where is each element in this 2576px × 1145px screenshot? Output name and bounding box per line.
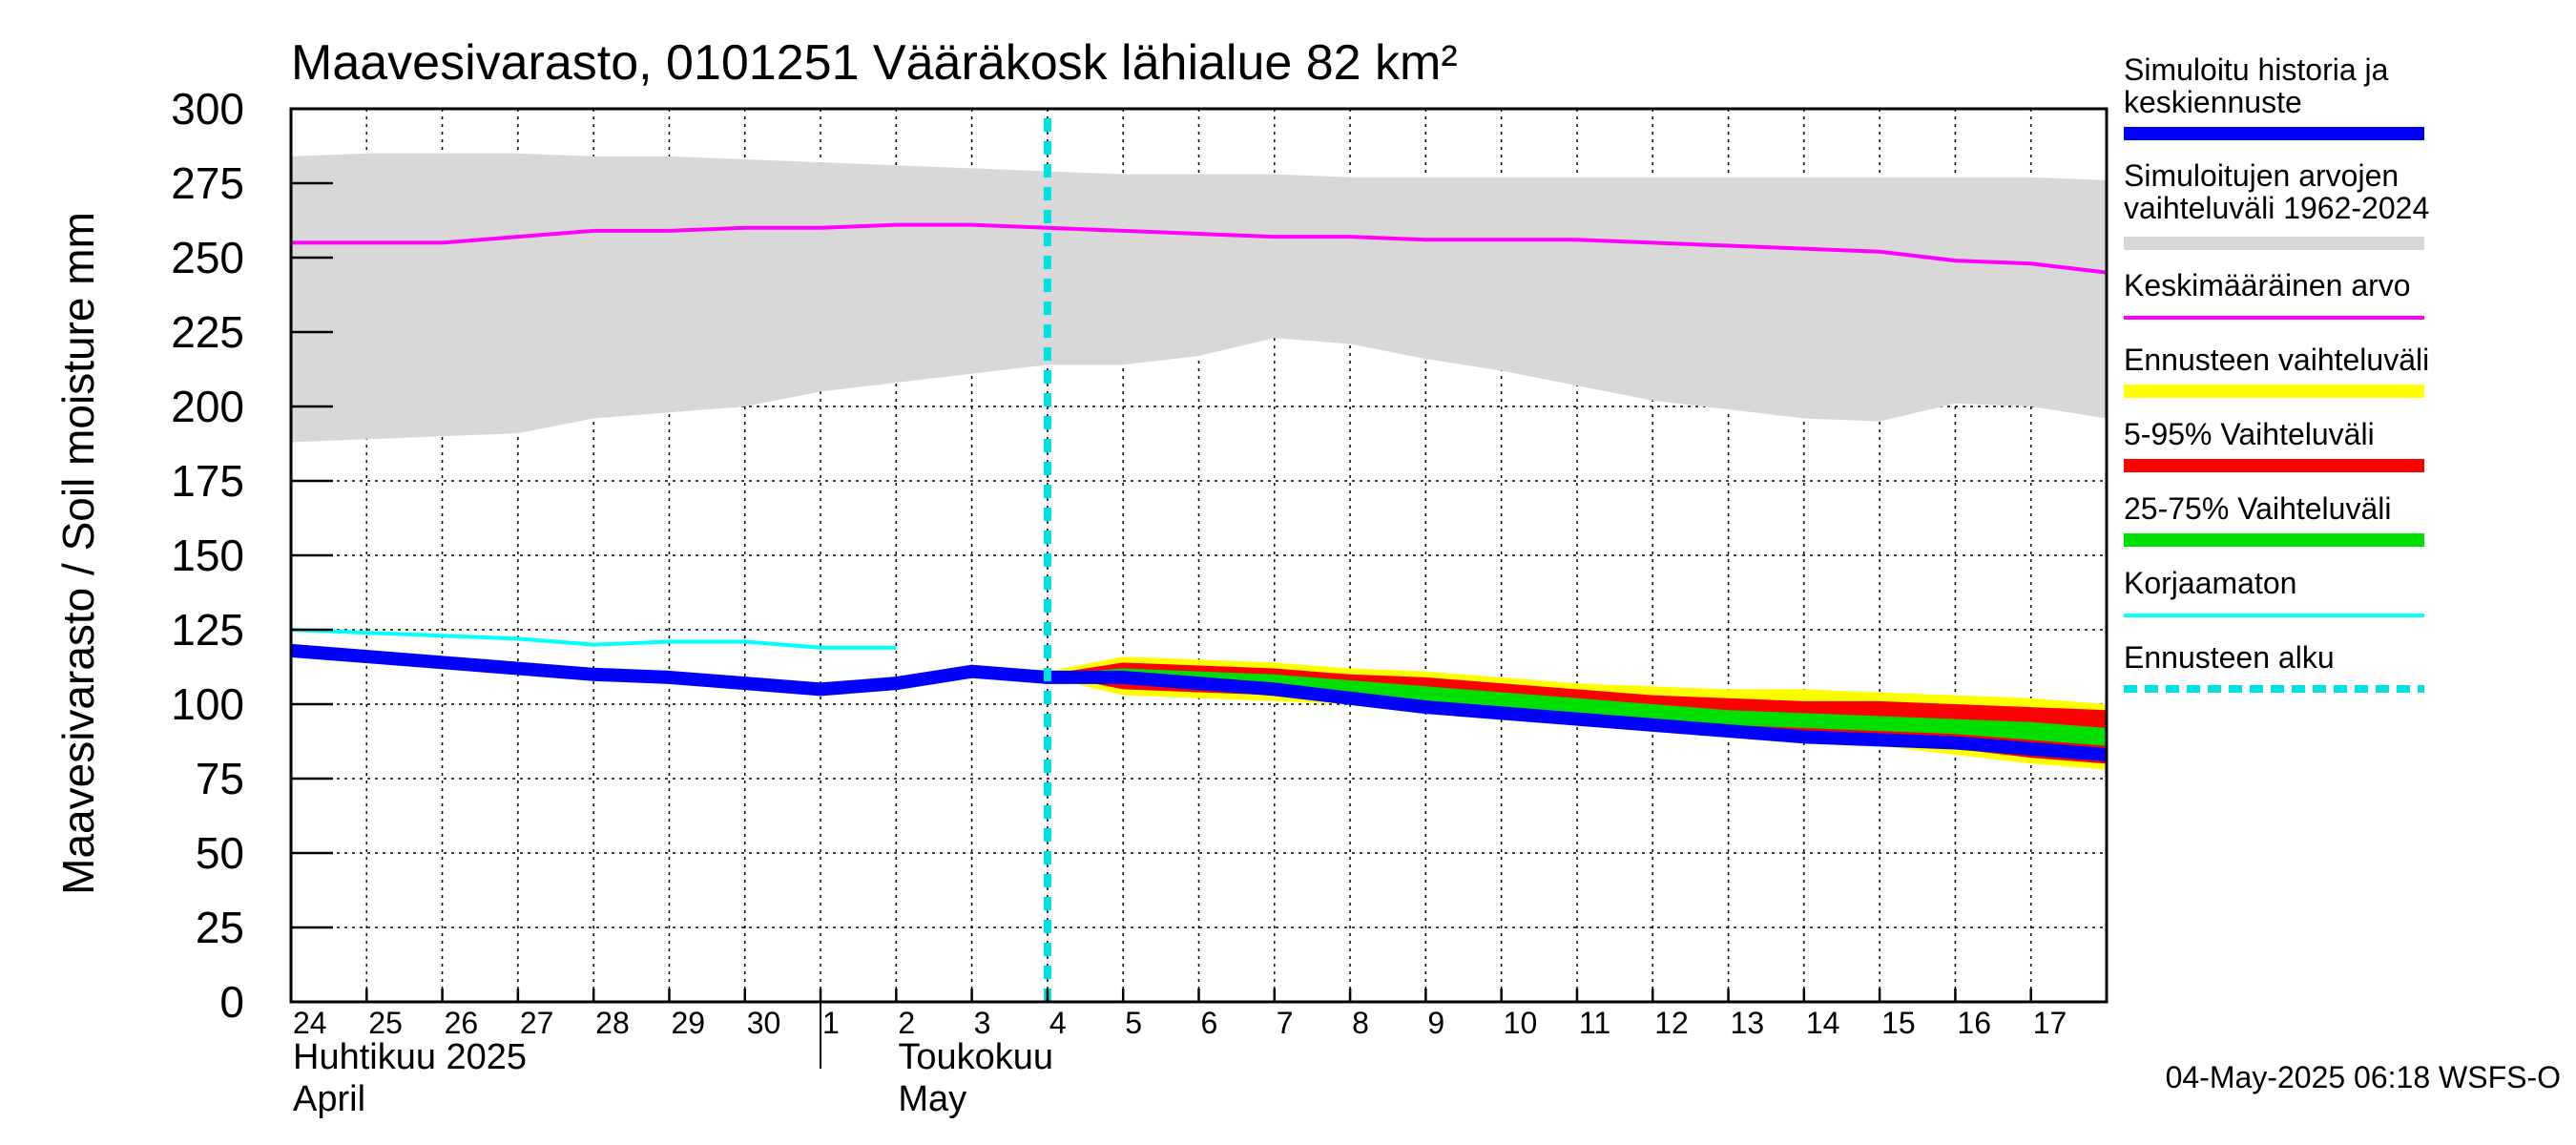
month-label-en: May [898,1079,966,1119]
legend: Simuloitu historia ja keskiennuste Simuloi… [2124,52,2429,693]
y-tick-label: 75 [196,754,244,803]
historical-range-band [291,153,2107,443]
x-axis: 24 25 26 27 28 29 30 1 2 3 4 5 6 7 8 9 10 11 12 13 14 15 16 17H… [289,989,2109,1119]
x-tick-label: 13 [1731,1006,1765,1040]
y-tick-label: 225 [171,307,244,357]
legend-label-p5-95: 5-95% Vaihteluväli [2124,417,2375,451]
x-tick-label: 25 [368,1006,403,1040]
y-tick-label: 200 [171,382,244,431]
x-tick-label: 4 [1049,1006,1067,1040]
y-tick-label: 0 [219,977,244,1027]
legend-label-range: Simuloitujen arvojen vaihteluväli 1962-20… [2124,158,2429,225]
month-label-fi: Toukokuu [898,1037,1053,1077]
x-tick-label: 12 [1654,1006,1689,1040]
x-tick-label: 29 [671,1006,705,1040]
x-tick-label: 3 [974,1006,991,1040]
y-tick-label: 300 [171,84,244,134]
y-tick-label: 275 [171,158,244,208]
x-tick-label: 27 [520,1006,554,1040]
uncorrected-line [290,628,897,650]
y-tick-label: 125 [171,605,244,655]
y-tick-label: 25 [196,903,244,952]
y-tick-label: 150 [171,531,244,580]
y-tick-label: 175 [171,456,244,506]
x-tick-label: 7 [1277,1006,1294,1040]
legend-label-p25-75: 25-75% Vaihteluväli [2124,491,2391,526]
x-tick-label: 1 [822,1006,840,1040]
x-tick-label: 16 [1957,1006,1991,1040]
x-tick-label: 14 [1806,1006,1840,1040]
month-label-fi: Huhtikuu 2025 [293,1037,527,1077]
y-tick-label: 250 [171,233,244,282]
legend-label-forecast-range: Ennusteen vaihteluväli [2124,343,2429,377]
month-label-en: April [293,1079,365,1119]
x-tick-label: 11 [1579,1006,1610,1040]
mean-line [291,222,2108,275]
x-tick-label: 6 [1201,1006,1218,1040]
series-lines [290,109,2108,1002]
x-tick-label: 28 [595,1006,630,1040]
legend-label-forecast-start: Ennusteen alku [2124,640,2335,675]
timestamp: 04-May-2025 06:18 WSFS-O [2166,1060,2561,1094]
y-axis: 0 25 50 75 100 125 150 175 200 225 250 275 300 [171,84,333,1027]
x-tick-label: 26 [445,1006,479,1040]
legend-label-history: Simuloitu historia ja keskiennuste [2124,52,2389,119]
y-tick-label: 50 [196,828,244,878]
x-tick-label: 5 [1125,1006,1142,1040]
x-tick-label: 8 [1352,1006,1369,1040]
y-axis-label: Maavesivarasto / Soil moisture mm [53,212,103,895]
legend-label-mean: Keskimääräinen arvo [2124,268,2411,302]
y-tick-label: 100 [171,679,244,729]
legend-label-uncorrected: Korjaamaton [2124,566,2296,600]
x-tick-label: 2 [898,1006,915,1040]
x-tick-label: 30 [747,1006,781,1040]
x-tick-label: 15 [1881,1006,1916,1040]
x-tick-label: 10 [1504,1006,1538,1040]
history-forecast-line [290,643,2108,762]
x-tick-label: 9 [1427,1006,1444,1040]
chart-title: Maavesivarasto, 0101251 Vääräkosk lähial… [291,35,1458,91]
x-tick-label: 17 [2033,1006,2067,1040]
x-tick-label: 24 [293,1006,327,1040]
